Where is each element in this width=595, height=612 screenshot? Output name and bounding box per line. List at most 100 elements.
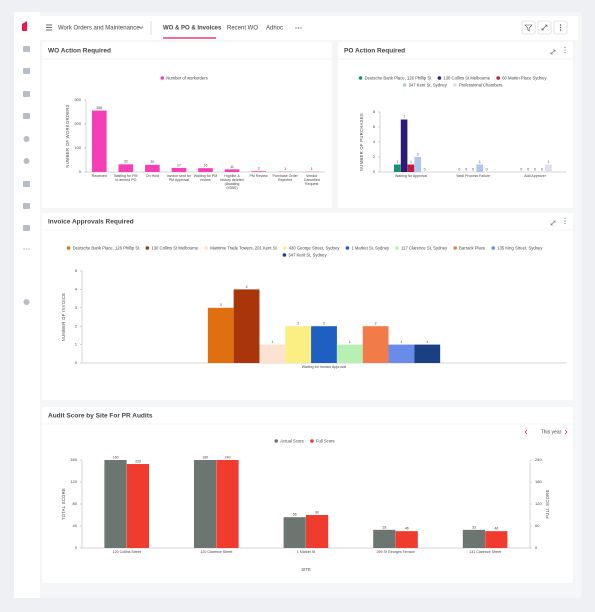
bar: [251, 171, 266, 172]
expand-icon[interactable]: [550, 220, 556, 226]
bar: [306, 515, 329, 548]
section-selector[interactable]: Work Orders and Maintenance: [58, 26, 140, 32]
x-tick-label: Purchase Order Rejected: [272, 174, 298, 183]
bar-value-label: 11: [230, 165, 234, 169]
bar-value-label: 3: [258, 167, 260, 171]
period-selector[interactable]: This year: [541, 429, 562, 435]
bar: [198, 168, 213, 172]
nav-icon[interactable]: [23, 181, 30, 187]
bar-value-label: 1: [396, 160, 398, 164]
bar: [414, 344, 441, 363]
y-tick-label: 4: [75, 286, 78, 291]
legend-swatch: [453, 83, 457, 87]
legend-swatch: [402, 83, 407, 87]
x-tick-label: Waiting for PM review: [193, 174, 218, 183]
x-tick-label-box: Vendor Cancelled Request: [304, 174, 320, 186]
bar-value-label: 30: [150, 160, 154, 164]
bar: [373, 529, 396, 548]
nav-icon[interactable]: [23, 68, 30, 74]
legend-label: 130 Collins St Melbourne: [151, 245, 198, 250]
bar: [336, 344, 363, 363]
y-tick-label: 2: [75, 323, 78, 328]
x-tick-label: 259 St Georges Terrace: [376, 550, 415, 554]
x-tick-label-box: 1 Market St: [296, 550, 316, 554]
next-arrow[interactable]: [564, 429, 568, 435]
y-tick-label: 0: [373, 169, 376, 174]
bar: [393, 164, 401, 172]
tab-active[interactable]: WO & PO & Invoices: [163, 26, 222, 32]
legend-swatch: [437, 76, 442, 80]
bar-value-label: 160: [202, 455, 208, 459]
logo: [22, 21, 27, 31]
expand-icon[interactable]: [550, 49, 556, 55]
nav-icon[interactable]: [23, 91, 30, 97]
x-tick-label-box: 120 Clarence Street: [200, 550, 233, 554]
y-tick-label: 4: [373, 139, 376, 144]
legend-swatch: [274, 439, 278, 443]
bar: [545, 164, 552, 172]
more-tabs[interactable]: [295, 27, 302, 29]
bar-value-label: 0: [424, 167, 426, 171]
bar: [259, 344, 286, 363]
x-tick-label: Waiting for PM to amend PO: [114, 174, 138, 183]
bar-value-label: 1: [410, 160, 412, 164]
more-icon: [559, 24, 562, 31]
menu-icon[interactable]: [46, 24, 52, 31]
bar-value-label: 32: [124, 160, 128, 164]
filter-button[interactable]: [521, 20, 536, 35]
bar-value-label: 160: [113, 455, 119, 459]
bar: [395, 531, 418, 548]
bar-value-label: 33: [382, 525, 386, 529]
nav-icon[interactable]: [23, 136, 30, 142]
x-tick-label-box: Invoice sent for PM Approval: [167, 174, 191, 182]
nav-icon[interactable]: [23, 225, 30, 231]
nav-icon[interactable]: [23, 203, 30, 209]
legend-swatch: [453, 246, 457, 250]
panel: [42, 42, 332, 208]
y-tick-label: 5: [75, 268, 78, 273]
y-tick-label: 0: [79, 169, 82, 174]
bar: [285, 326, 312, 363]
y2-tick-label: 240: [535, 457, 542, 462]
x-tick-label-box: Purchase Order Rejected: [272, 174, 298, 183]
legend-swatch: [282, 253, 287, 257]
x-tick-label: 120 Clarence Street: [200, 550, 233, 554]
bar-value-label: 1: [548, 160, 550, 164]
dropdown-caret: [138, 26, 144, 29]
legend-label: 117 Clarence St, Sydney: [401, 245, 448, 250]
y-tick-label: 80: [73, 501, 78, 506]
panel-title: WO Action Required: [48, 48, 111, 55]
y-axis-label: NUMBER OF PURCHASES: [359, 113, 364, 171]
legend-swatch: [358, 76, 363, 80]
bar-value-label: 2: [323, 322, 325, 326]
tab[interactable]: Recent WO: [227, 26, 258, 32]
legend-label: 1 Market St, Sydney: [351, 245, 390, 250]
bar-value-label: 1: [400, 340, 402, 344]
legend-label: 130 Collins St Melbourne: [443, 75, 490, 80]
x-tick-label-box: 259 St Georges Terrace: [376, 550, 415, 554]
y-tick-label: 8: [373, 109, 376, 114]
more-icon: [564, 220, 566, 222]
nav-icon[interactable]: [23, 113, 30, 119]
settings-icon[interactable]: [23, 299, 30, 305]
x-tick-label: 1 Market St: [296, 550, 316, 554]
nav-icon[interactable]: [23, 158, 30, 164]
y-tick-label: 200: [74, 121, 81, 126]
bar-value-label: 0: [465, 167, 467, 171]
prev-arrow[interactable]: [524, 429, 528, 435]
bar: [91, 110, 107, 172]
y-tick-label: 120: [70, 479, 77, 484]
tab[interactable]: Adhoc: [266, 26, 283, 32]
x-tick-label: Add Approver: [524, 174, 546, 178]
bar: [104, 460, 127, 548]
bar-value-label: 1: [284, 167, 286, 171]
x-tick-label-box: PM Review: [250, 174, 268, 178]
bar-value-label: 2: [375, 322, 377, 326]
legend-label: Actual Score: [280, 438, 304, 443]
legend-label: Full Score: [316, 438, 336, 443]
more-icon: [564, 217, 566, 220]
bar-value-label: 56: [293, 513, 297, 517]
nav-icon[interactable]: [23, 46, 30, 52]
x-tick-label-box: Received: [92, 174, 107, 178]
x-tick-label: 120 Collins Street: [112, 550, 141, 554]
